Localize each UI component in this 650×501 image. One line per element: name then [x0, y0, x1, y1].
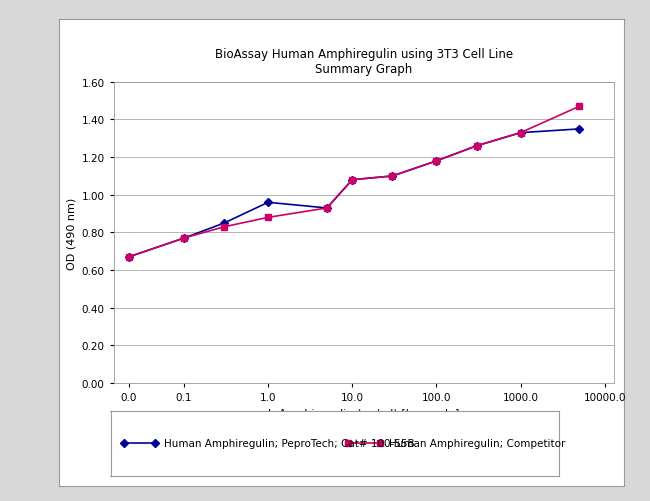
Human Amphiregulin; PeproTech; Cat# 100-55B: [473, 143, 480, 149]
Human Amphiregulin; Competitor: [264, 215, 272, 221]
Human Amphiregulin; PeproTech; Cat# 100-55B: [323, 205, 331, 211]
Line: Human Amphiregulin; PeproTech; Cat# 100-55B: Human Amphiregulin; PeproTech; Cat# 100-…: [125, 127, 582, 261]
Human Amphiregulin; Competitor: [125, 255, 133, 261]
Human Amphiregulin; Competitor: [348, 177, 356, 183]
Human Amphiregulin; PeproTech; Cat# 100-55B: [575, 127, 583, 133]
Human Amphiregulin; PeproTech; Cat# 100-55B: [264, 200, 272, 206]
Human Amphiregulin; Competitor: [473, 143, 480, 149]
Human Amphiregulin; PeproTech; Cat# 100-55B: [432, 158, 440, 164]
X-axis label: h-Amphiregulin (ng/ml) [log scale]: h-Amphiregulin (ng/ml) [log scale]: [268, 408, 460, 418]
Human Amphiregulin; PeproTech; Cat# 100-55B: [125, 255, 133, 261]
Human Amphiregulin; PeproTech; Cat# 100-55B: [389, 173, 396, 179]
Y-axis label: OD (490 nm): OD (490 nm): [66, 197, 76, 269]
Human Amphiregulin; Competitor: [220, 224, 228, 230]
Human Amphiregulin; PeproTech; Cat# 100-55B: [348, 177, 356, 183]
Human Amphiregulin; Competitor: [323, 205, 331, 211]
Human Amphiregulin; Competitor: [432, 158, 440, 164]
Human Amphiregulin; Competitor: [517, 130, 525, 136]
Human Amphiregulin; PeproTech; Cat# 100-55B: [517, 130, 525, 136]
Human Amphiregulin; Competitor: [389, 173, 396, 179]
Human Amphiregulin; Competitor: [180, 235, 188, 241]
Text: Human Amphiregulin; Competitor: Human Amphiregulin; Competitor: [389, 438, 565, 448]
Text: Human Amphiregulin; PeproTech; Cat# 100-55B: Human Amphiregulin; PeproTech; Cat# 100-…: [164, 438, 415, 448]
Human Amphiregulin; PeproTech; Cat# 100-55B: [180, 235, 188, 241]
Human Amphiregulin; PeproTech; Cat# 100-55B: [220, 220, 228, 226]
Title: BioAssay Human Amphiregulin using 3T3 Cell Line
Summary Graph: BioAssay Human Amphiregulin using 3T3 Ce…: [215, 48, 513, 76]
Line: Human Amphiregulin; Competitor: Human Amphiregulin; Competitor: [125, 104, 582, 261]
Human Amphiregulin; Competitor: [575, 104, 583, 110]
